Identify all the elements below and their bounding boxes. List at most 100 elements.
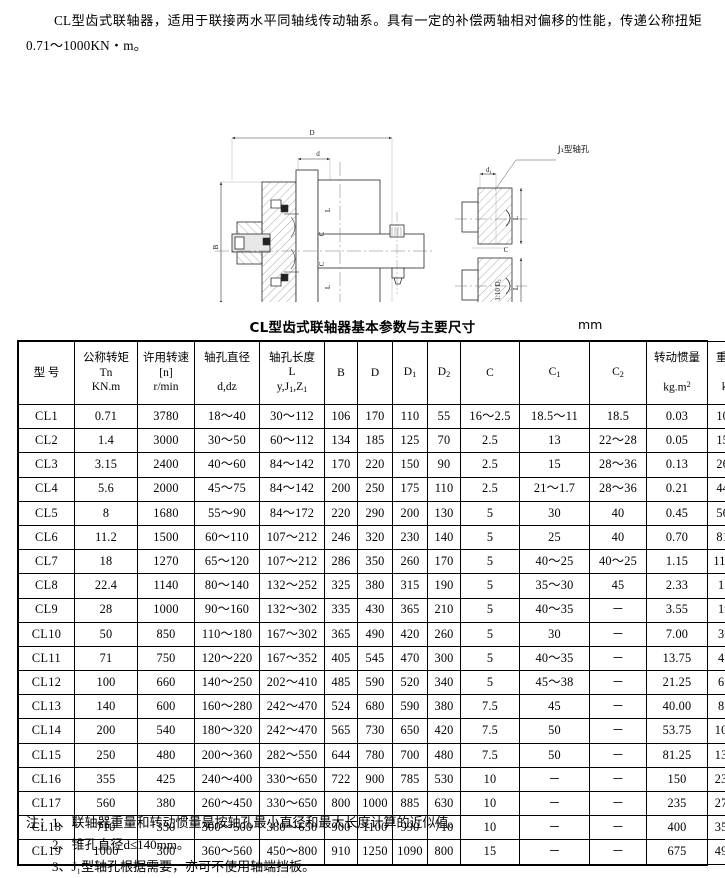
svg-text:B: B: [212, 244, 220, 249]
table-cell: 45～38: [520, 671, 590, 695]
table-cell: 150: [393, 453, 428, 477]
table-cell: 260: [428, 622, 461, 646]
column-header-3: 轴孔直径 d,dz: [195, 342, 260, 405]
svg-text:D: D: [309, 129, 314, 137]
table-cell: 30～50: [195, 429, 260, 453]
table-cell: 3.55: [647, 598, 708, 622]
table-cell: 5: [461, 671, 520, 695]
table-cell: 25: [520, 525, 590, 549]
table-cell: 420: [428, 719, 461, 743]
svg-text:d: d: [316, 150, 320, 158]
table-cell: 1270: [138, 550, 195, 574]
table-cell: 40: [590, 525, 647, 549]
table-cell: 5: [461, 622, 520, 646]
table-cell: 5: [461, 501, 520, 525]
table-cell: 202～410: [260, 671, 325, 695]
table-cell: 45: [520, 695, 590, 719]
table-cell: 250: [75, 743, 138, 767]
table-cell: 55～90: [195, 501, 260, 525]
table-cell: 110～180: [195, 622, 260, 646]
table-cell: 70: [428, 429, 461, 453]
svg-text:1:10 D2: 1:10 D2: [494, 279, 502, 300]
table-cell: 565: [325, 719, 358, 743]
table-cell: 10: [461, 767, 520, 791]
table-cell: 18: [75, 550, 138, 574]
cell-model: CL9: [19, 598, 75, 622]
column-header-5: B: [325, 342, 358, 405]
table-cell: 30: [520, 622, 590, 646]
table-cell: 5.6: [75, 477, 138, 501]
table-cell: 242～470: [260, 695, 325, 719]
table-cell: 365: [325, 622, 358, 646]
cell-model: CL2: [19, 429, 75, 453]
table-cell: 590: [358, 671, 393, 695]
table-cell: 53.75: [647, 719, 708, 743]
table-cell: 545: [358, 646, 393, 670]
table-cell: 13.75: [647, 646, 708, 670]
table-cell: 5: [461, 574, 520, 598]
table-cell: 84～142: [260, 477, 325, 501]
table-cell: 22.4: [75, 574, 138, 598]
table-cell: 859: [708, 695, 725, 719]
table-cell: 0.71: [75, 405, 138, 429]
table-cell: 5: [461, 525, 520, 549]
table-cell: 286: [325, 550, 358, 574]
table-cell: 10.9: [708, 405, 725, 429]
column-header-11: C2: [590, 342, 647, 405]
table-cell: 50: [520, 719, 590, 743]
svg-text:C: C: [318, 261, 326, 266]
table-cell: 40: [590, 501, 647, 525]
table-cell: 325: [325, 574, 358, 598]
table-cell: 2.33: [647, 574, 708, 598]
table-cell: 35～30: [520, 574, 590, 598]
table-cell: 7.5: [461, 695, 520, 719]
table-cell: 850: [138, 622, 195, 646]
table-cell: 615: [708, 671, 725, 695]
table-cell: 380: [428, 695, 461, 719]
table-cell: 430: [358, 598, 393, 622]
column-header-8: D2: [428, 342, 461, 405]
table-cell: 40.00: [647, 695, 708, 719]
table-cell: 170: [358, 405, 393, 429]
table-cell: 700: [393, 743, 428, 767]
table-cell: －: [590, 767, 647, 791]
svg-text:L: L: [324, 208, 332, 212]
table-cell: 1.15: [647, 550, 708, 574]
table-cell: 30～112: [260, 405, 325, 429]
table-cell: 315: [393, 574, 428, 598]
table-cell: 780: [358, 743, 393, 767]
table-cell: 5: [461, 646, 520, 670]
table-cell: 3780: [138, 405, 195, 429]
table-cell: 100: [75, 671, 138, 695]
column-header-9: C: [461, 342, 520, 405]
table-cell: 210: [428, 598, 461, 622]
table-cell: 722: [325, 767, 358, 791]
table-cell: 110: [393, 405, 428, 429]
table-cell: 750: [138, 646, 195, 670]
table-cell: 190: [428, 574, 461, 598]
table-cell: 7.5: [461, 719, 520, 743]
cell-model: CL3: [19, 453, 75, 477]
table-cell: 8: [75, 501, 138, 525]
table-cell: 1000: [138, 598, 195, 622]
notes-block: 注：1、联轴器重量和转动惯量是按轴孔最小直径和最大长度计算的近似值。 2、锥孔直…: [26, 812, 702, 878]
table-cell: 355: [75, 767, 138, 791]
table-cell: 250: [358, 477, 393, 501]
table-cell: 246: [325, 525, 358, 549]
table-cell: 28～36: [590, 453, 647, 477]
table-cell: 22～28: [590, 429, 647, 453]
column-header-0: 型 号: [19, 342, 75, 405]
note-line-2: 2、锥孔直径d≤140mm。: [26, 834, 702, 856]
table-cell: 30: [520, 501, 590, 525]
table-cell: －: [590, 743, 647, 767]
table-cell: 200～360: [195, 743, 260, 767]
table-cell: 175: [393, 477, 428, 501]
table-cell: 1.4: [75, 429, 138, 453]
